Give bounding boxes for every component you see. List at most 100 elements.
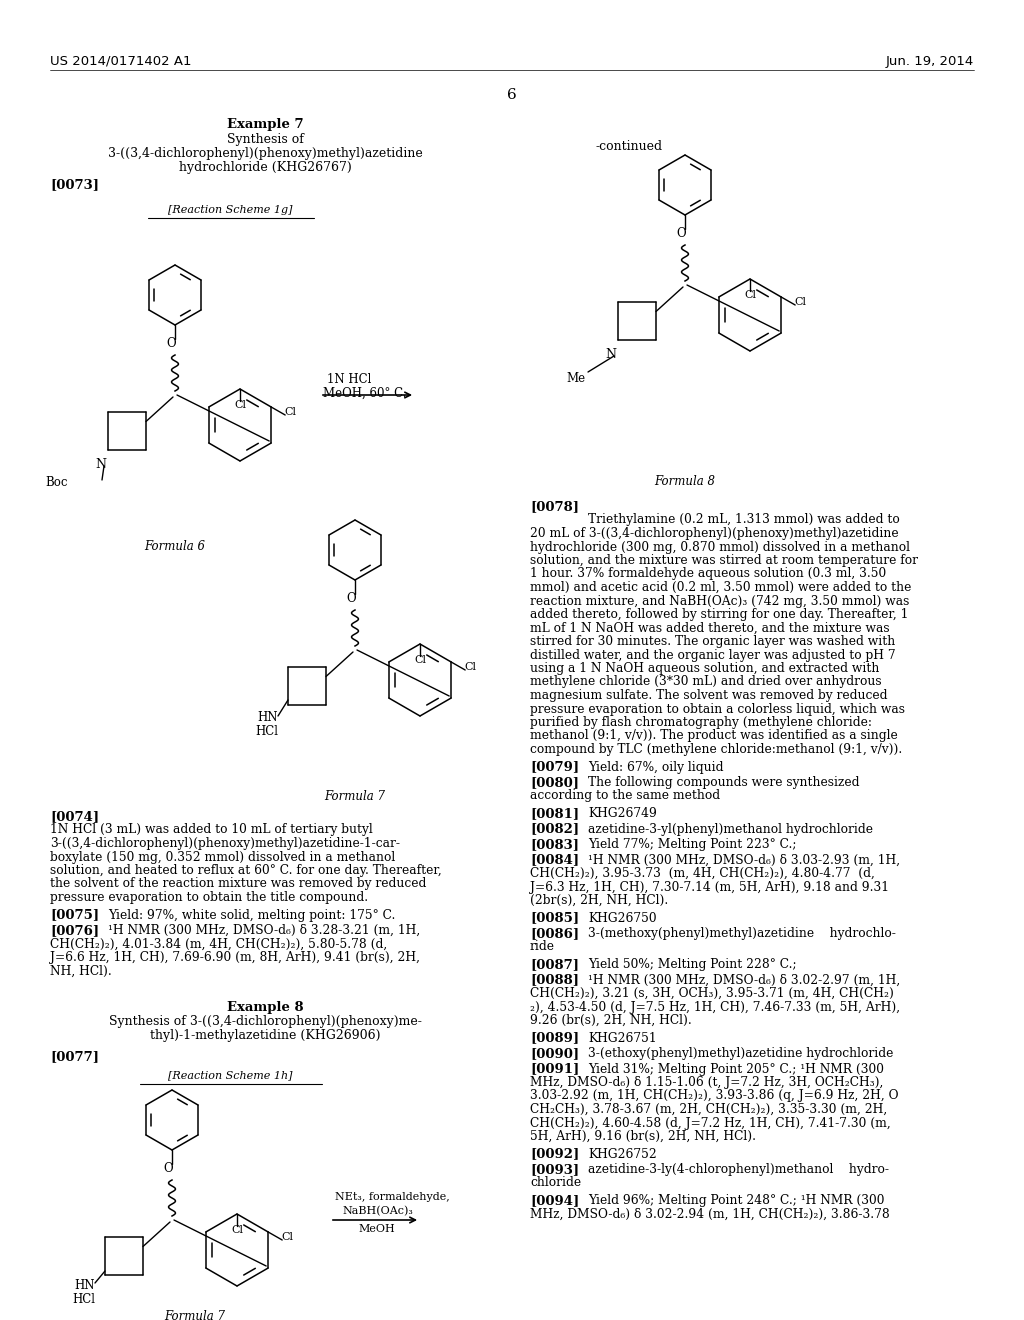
Text: solution, and the mixture was stirred at room temperature for: solution, and the mixture was stirred at… (530, 554, 918, 568)
Text: CH(CH₂)₂), 4.01-3.84 (m, 4H, CH(CH₂)₂), 5.80-5.78 (d,: CH(CH₂)₂), 4.01-3.84 (m, 4H, CH(CH₂)₂), … (50, 937, 387, 950)
Text: 3-(ethoxy(phenyl)methyl)azetidine hydrochloride: 3-(ethoxy(phenyl)methyl)azetidine hydroc… (588, 1047, 893, 1060)
Text: ¹H NMR (300 MHz, DMSO-d₆) δ 3.28-3.21 (m, 1H,: ¹H NMR (300 MHz, DMSO-d₆) δ 3.28-3.21 (m… (108, 924, 420, 937)
Text: Example 8: Example 8 (226, 1002, 303, 1015)
Text: according to the same method: according to the same method (530, 789, 720, 803)
Text: thyl)-1-methylazetidine (KHG26906): thyl)-1-methylazetidine (KHG26906) (150, 1028, 380, 1041)
Text: MHz, DMSO-d₆) δ 1.15-1.06 (t, J=7.2 Hz, 3H, OCH₂CH₃),: MHz, DMSO-d₆) δ 1.15-1.06 (t, J=7.2 Hz, … (530, 1076, 884, 1089)
Text: added thereto, followed by stirring for one day. Thereafter, 1: added thereto, followed by stirring for … (530, 609, 908, 620)
Text: [0075]: [0075] (50, 908, 99, 921)
Text: Cl: Cl (414, 655, 426, 665)
Text: Formula 6: Formula 6 (144, 540, 206, 553)
Text: mL of 1 N NaOH was added thereto, and the mixture was: mL of 1 N NaOH was added thereto, and th… (530, 622, 890, 635)
Text: HCl: HCl (72, 1294, 95, 1305)
Text: 3-((3,4-dichlorophenyl)(phenoxy)methyl)azetidine: 3-((3,4-dichlorophenyl)(phenoxy)methyl)a… (108, 147, 422, 160)
Text: N: N (605, 348, 616, 360)
Text: [0092]: [0092] (530, 1147, 580, 1160)
Text: -continued: -continued (595, 140, 663, 153)
Text: KHG26752: KHG26752 (588, 1147, 656, 1160)
Text: 1 hour. 37% formaldehyde aqueous solution (0.3 ml, 3.50: 1 hour. 37% formaldehyde aqueous solutio… (530, 568, 886, 581)
Text: solution, and heated to reflux at 60° C. for one day. Thereafter,: solution, and heated to reflux at 60° C.… (50, 865, 441, 876)
Text: [0085]: [0085] (530, 912, 580, 924)
Text: NH, HCl).: NH, HCl). (50, 965, 112, 978)
Text: J=6.3 Hz, 1H, CH), 7.30-7.14 (m, 5H, ArH), 9.18 and 9.31: J=6.3 Hz, 1H, CH), 7.30-7.14 (m, 5H, ArH… (530, 880, 889, 894)
Text: 9.26 (br(s), 2H, NH, HCl).: 9.26 (br(s), 2H, NH, HCl). (530, 1014, 692, 1027)
Text: Boc: Boc (45, 477, 68, 488)
Text: Triethylamine (0.2 mL, 1.313 mmol) was added to: Triethylamine (0.2 mL, 1.313 mmol) was a… (588, 513, 900, 527)
Text: azetidine-3-ly(4-chlorophenyl)methanol    hydro-: azetidine-3-ly(4-chlorophenyl)methanol h… (588, 1163, 889, 1176)
Text: Formula 7: Formula 7 (325, 789, 385, 803)
Text: CH(CH₂)₂), 3.21 (s, 3H, OCH₃), 3.95-3.71 (m, 4H, CH(CH₂): CH(CH₂)₂), 3.21 (s, 3H, OCH₃), 3.95-3.71… (530, 987, 894, 1001)
Text: [0078]: [0078] (530, 500, 579, 513)
Text: chloride: chloride (530, 1176, 582, 1189)
Text: CH(CH₂)₂), 4.60-4.58 (d, J=7.2 Hz, 1H, CH), 7.41-7.30 (m,: CH(CH₂)₂), 4.60-4.58 (d, J=7.2 Hz, 1H, C… (530, 1117, 891, 1130)
Text: ¹H NMR (300 MHz, DMSO-d₆) δ 3.02-2.97 (m, 1H,: ¹H NMR (300 MHz, DMSO-d₆) δ 3.02-2.97 (m… (588, 974, 900, 986)
Text: distilled water, and the organic layer was adjusted to pH 7: distilled water, and the organic layer w… (530, 648, 896, 661)
Text: Cl: Cl (234, 400, 246, 411)
Text: Yield: 67%, oily liquid: Yield: 67%, oily liquid (588, 760, 724, 774)
Text: 3-((3,4-dichlorophenyl)(phenoxy)methyl)azetidine-1-car-: 3-((3,4-dichlorophenyl)(phenoxy)methyl)a… (50, 837, 400, 850)
Text: 5H, ArH), 9.16 (br(s), 2H, NH, HCl).: 5H, ArH), 9.16 (br(s), 2H, NH, HCl). (530, 1130, 756, 1143)
Text: [0093]: [0093] (530, 1163, 580, 1176)
Text: ₂), 4.53-4.50 (d, J=7.5 Hz, 1H, CH), 7.46-7.33 (m, 5H, ArH),: ₂), 4.53-4.50 (d, J=7.5 Hz, 1H, CH), 7.4… (530, 1001, 900, 1014)
Text: MeOH: MeOH (358, 1224, 394, 1234)
Text: MHz, DMSO-d₆) δ 3.02-2.94 (m, 1H, CH(CH₂)₂), 3.86-3.78: MHz, DMSO-d₆) δ 3.02-2.94 (m, 1H, CH(CH₂… (530, 1208, 890, 1221)
Text: O: O (163, 1162, 173, 1175)
Text: HN: HN (75, 1279, 95, 1292)
Text: CH₂CH₃), 3.78-3.67 (m, 2H, CH(CH₂)₂), 3.35-3.30 (m, 2H,: CH₂CH₃), 3.78-3.67 (m, 2H, CH(CH₂)₂), 3.… (530, 1104, 887, 1115)
Text: [0087]: [0087] (530, 958, 579, 972)
Text: ride: ride (530, 940, 555, 953)
Text: Synthesis of: Synthesis of (226, 133, 303, 147)
Text: The following compounds were synthesized: The following compounds were synthesized (588, 776, 859, 789)
Text: [0076]: [0076] (50, 924, 99, 937)
Text: boxylate (150 mg, 0.352 mmol) dissolved in a methanol: boxylate (150 mg, 0.352 mmol) dissolved … (50, 850, 395, 863)
Text: Cl: Cl (282, 1232, 293, 1242)
Text: O: O (676, 227, 686, 240)
Text: purified by flash chromatography (methylene chloride:: purified by flash chromatography (methyl… (530, 715, 872, 729)
Text: pressure evaporation to obtain the title compound.: pressure evaporation to obtain the title… (50, 891, 368, 904)
Text: [0079]: [0079] (530, 760, 580, 774)
Text: NEt₃, formaldehyde,: NEt₃, formaldehyde, (335, 1192, 450, 1203)
Text: 3.03-2.92 (m, 1H, CH(CH₂)₂), 3.93-3.86 (q, J=6.9 Hz, 2H, O: 3.03-2.92 (m, 1H, CH(CH₂)₂), 3.93-3.86 (… (530, 1089, 898, 1102)
Text: Cl: Cl (231, 1225, 243, 1236)
Text: [0077]: [0077] (50, 1049, 99, 1063)
Text: N: N (95, 458, 106, 471)
Text: the solvent of the reaction mixture was removed by reduced: the solvent of the reaction mixture was … (50, 878, 426, 891)
Text: 20 mL of 3-((3,4-dichlorophenyl)(phenoxy)methyl)azetidine: 20 mL of 3-((3,4-dichlorophenyl)(phenoxy… (530, 527, 899, 540)
Text: KHG26749: KHG26749 (588, 807, 656, 820)
Text: US 2014/0171402 A1: US 2014/0171402 A1 (50, 55, 191, 69)
Text: methanol (9:1, v/v)). The product was identified as a single: methanol (9:1, v/v)). The product was id… (530, 730, 898, 742)
Text: Formula 8: Formula 8 (654, 475, 716, 488)
Text: mmol) and acetic acid (0.2 ml, 3.50 mmol) were added to the: mmol) and acetic acid (0.2 ml, 3.50 mmol… (530, 581, 911, 594)
Text: Me: Me (567, 372, 586, 385)
Text: compound by TLC (methylene chloride:methanol (9:1, v/v)).: compound by TLC (methylene chloride:meth… (530, 743, 902, 756)
Text: [0086]: [0086] (530, 927, 580, 940)
Text: [0073]: [0073] (50, 178, 99, 191)
Text: Cl: Cl (795, 297, 806, 308)
Text: stirred for 30 minutes. The organic layer was washed with: stirred for 30 minutes. The organic laye… (530, 635, 895, 648)
Text: [0089]: [0089] (530, 1031, 580, 1044)
Text: hydrochloride (KHG26767): hydrochloride (KHG26767) (178, 161, 351, 174)
Text: Yield 31%; Melting Point 205° C.; ¹H NMR (300: Yield 31%; Melting Point 205° C.; ¹H NMR… (588, 1063, 884, 1076)
Text: reaction mixture, and NaBH(OAc)₃ (742 mg, 3.50 mmol) was: reaction mixture, and NaBH(OAc)₃ (742 mg… (530, 594, 909, 607)
Text: Yield 77%; Melting Point 223° C.;: Yield 77%; Melting Point 223° C.; (588, 838, 797, 851)
Text: [0080]: [0080] (530, 776, 579, 789)
Text: 6: 6 (507, 88, 517, 102)
Text: [0091]: [0091] (530, 1063, 580, 1076)
Text: 1N HCl (3 mL) was added to 10 mL of tertiary butyl: 1N HCl (3 mL) was added to 10 mL of tert… (50, 824, 373, 837)
Text: pressure evaporation to obtain a colorless liquid, which was: pressure evaporation to obtain a colorle… (530, 702, 905, 715)
Text: Cl: Cl (744, 290, 756, 300)
Text: [0090]: [0090] (530, 1047, 580, 1060)
Text: MeOH, 60° C.: MeOH, 60° C. (323, 387, 407, 400)
Text: azetidine-3-yl(phenyl)methanol hydrochloride: azetidine-3-yl(phenyl)methanol hydrochlo… (588, 822, 873, 836)
Text: [0081]: [0081] (530, 807, 580, 820)
Text: CH(CH₂)₂), 3.95-3.73  (m, 4H, CH(CH₂)₂), 4.80-4.77  (d,: CH(CH₂)₂), 3.95-3.73 (m, 4H, CH(CH₂)₂), … (530, 867, 874, 880)
Text: HCl: HCl (255, 725, 278, 738)
Text: J=6.6 Hz, 1H, CH), 7.69-6.90 (m, 8H, ArH), 9.41 (br(s), 2H,: J=6.6 Hz, 1H, CH), 7.69-6.90 (m, 8H, ArH… (50, 950, 420, 964)
Text: [0082]: [0082] (530, 822, 580, 836)
Text: HN: HN (257, 711, 278, 723)
Text: Synthesis of 3-((3,4-dichlorophenyl)(phenoxy)me-: Synthesis of 3-((3,4-dichlorophenyl)(phe… (109, 1015, 422, 1028)
Text: [Reaction Scheme 1g]: [Reaction Scheme 1g] (168, 205, 292, 215)
Text: Cl: Cl (285, 407, 296, 417)
Text: ¹H NMR (300 MHz, DMSO-d₆) δ 3.03-2.93 (m, 1H,: ¹H NMR (300 MHz, DMSO-d₆) δ 3.03-2.93 (m… (588, 854, 900, 866)
Text: O: O (166, 337, 176, 350)
